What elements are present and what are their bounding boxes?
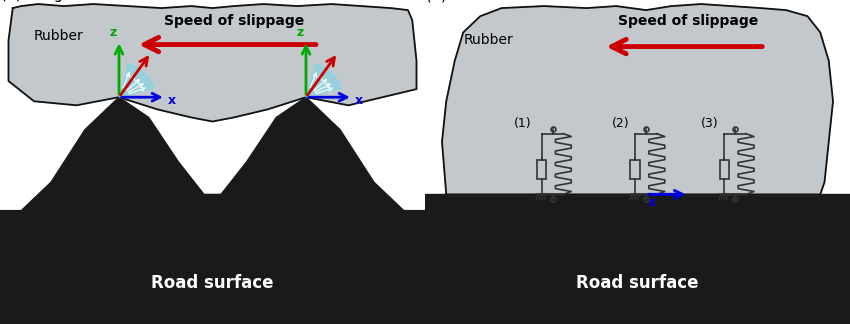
Text: (b) Molecular adhesion: (b) Molecular adhesion [426, 0, 593, 2]
Text: Rubber: Rubber [34, 29, 84, 43]
Text: Speed of slippage: Speed of slippage [618, 14, 758, 29]
Polygon shape [8, 4, 416, 122]
Bar [631, 160, 640, 179]
Text: Road surface: Road surface [151, 274, 274, 293]
Text: x: x [648, 196, 656, 209]
Text: (2): (2) [612, 117, 630, 130]
Text: z: z [297, 27, 304, 40]
Text: Rubber: Rubber [463, 33, 513, 48]
Bar [537, 160, 547, 179]
Text: (1): (1) [514, 117, 532, 130]
Polygon shape [425, 194, 850, 324]
Text: Road surface: Road surface [576, 274, 699, 293]
Polygon shape [306, 64, 341, 97]
Polygon shape [119, 64, 154, 97]
Polygon shape [0, 97, 425, 324]
Text: (a) Roughness effect: (a) Roughness effect [1, 0, 153, 2]
Text: x: x [355, 95, 363, 108]
Text: x: x [167, 95, 176, 108]
Text: (3): (3) [701, 117, 719, 130]
Bar [720, 160, 729, 179]
Text: Speed of slippage: Speed of slippage [163, 14, 304, 29]
Polygon shape [442, 4, 833, 194]
Text: z: z [110, 27, 117, 40]
